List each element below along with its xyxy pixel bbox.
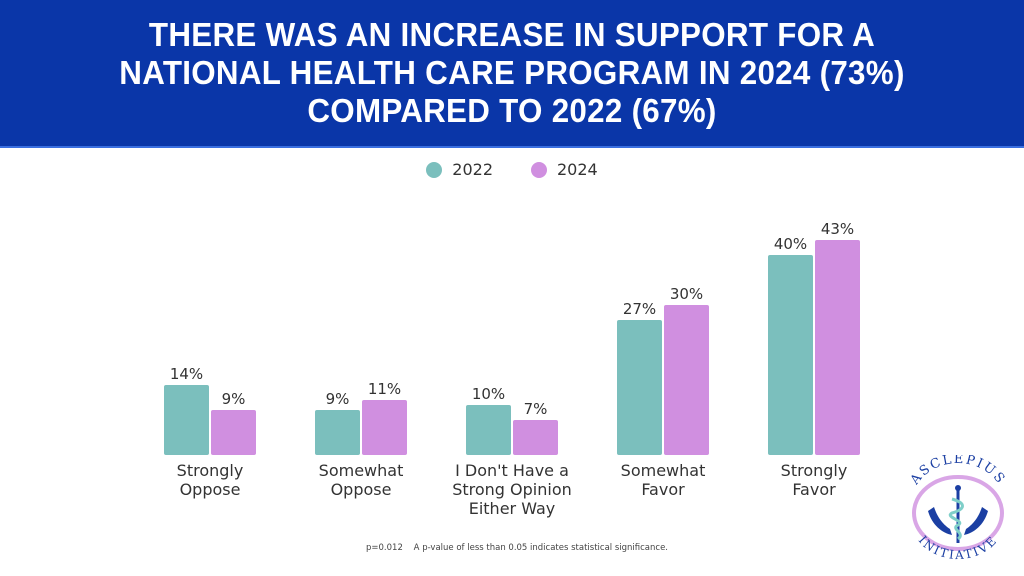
data-label-2022: 40% — [774, 235, 807, 253]
data-label-2022: 9% — [326, 390, 350, 408]
data-label-2022: 14% — [170, 365, 203, 383]
legend: 2022 2024 — [0, 160, 1024, 179]
significance-note: A p-value of less than 0.05 indicates st… — [413, 543, 669, 553]
data-label-2024: 9% — [222, 390, 246, 408]
data-label-2024: 11% — [368, 380, 401, 398]
category-label: Somewhat — [621, 461, 706, 480]
category-label: Oppose — [180, 480, 241, 499]
footnote: p=0.012 A p-value of less than 0.05 indi… — [366, 543, 668, 553]
category-label: Strongly — [177, 461, 244, 480]
data-label-2022: 27% — [623, 300, 656, 318]
data-label-2024: 30% — [670, 285, 703, 303]
bar-2022 — [617, 320, 662, 455]
bar-2024 — [211, 410, 256, 455]
bar-2024 — [664, 305, 709, 455]
legend-swatch-2022 — [426, 161, 443, 178]
bar-2024 — [513, 420, 558, 455]
category-label: Strong Opinion — [452, 480, 572, 499]
data-label-2022: 10% — [472, 385, 505, 403]
title-banner: THERE WAS AN INCREASE IN SUPPORT FOR A N… — [0, 0, 1024, 148]
data-label-2024: 43% — [821, 220, 854, 238]
bar-2022 — [466, 405, 511, 455]
bar-2022 — [768, 255, 813, 455]
legend-swatch-2024 — [531, 161, 547, 178]
category-label: Strongly — [781, 461, 848, 480]
legend-item-2022: 2022 — [426, 160, 493, 179]
category-label: I Don't Have a — [455, 461, 569, 480]
data-label-2024: 7% — [524, 400, 548, 418]
chart-title: THERE WAS AN INCREASE IN SUPPORT FOR A N… — [119, 16, 905, 129]
hands-icon — [928, 507, 988, 535]
asclepius-initiative-logo: ASCLEPIUS INITIATIVE — [907, 455, 1008, 562]
legend-item-2024: 2024 — [531, 160, 598, 179]
bar-2024 — [815, 240, 860, 455]
legend-label-2024: 2024 — [557, 160, 598, 179]
staff-icon — [948, 485, 964, 543]
legend-label-2022: 2022 — [452, 160, 493, 179]
bar-2022 — [164, 385, 209, 455]
logo-top-text: ASCLEPIUS — [907, 455, 1008, 488]
bar-2024 — [362, 400, 407, 455]
category-label: Oppose — [331, 480, 392, 499]
category-label: Somewhat — [319, 461, 404, 480]
category-label: Favor — [641, 480, 685, 499]
p-value: p=0.012 — [366, 543, 403, 553]
category-label: Either Way — [469, 499, 556, 518]
logo-ring — [912, 475, 1004, 551]
category-label: Favor — [792, 480, 836, 499]
bar-2022 — [315, 410, 360, 455]
